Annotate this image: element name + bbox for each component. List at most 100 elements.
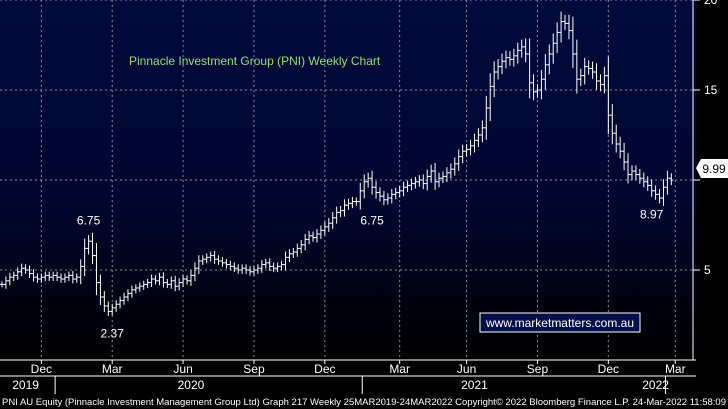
ohlc-bar <box>661 179 666 207</box>
ohlc-bar <box>232 262 237 273</box>
ohlc-bar <box>653 185 658 200</box>
ohlc-bar <box>586 60 591 75</box>
ohlc-bar <box>626 153 631 184</box>
ohlc-bar <box>98 274 103 305</box>
ohlc-bar <box>23 264 28 274</box>
ohlc-bar <box>665 170 670 195</box>
ohlc-bar <box>417 175 422 187</box>
ohlc-bar <box>185 275 190 285</box>
ohlc-bar <box>594 63 599 90</box>
ohlc-bar <box>598 74 603 92</box>
ohlc-bar <box>433 162 438 190</box>
ohlc-bar <box>401 181 406 197</box>
ohlc-bar <box>204 253 209 264</box>
ohlc-bar <box>500 53 505 75</box>
ohlc-bar <box>437 172 442 188</box>
ohlc-bar <box>377 187 382 202</box>
ohlc-bar <box>582 57 587 85</box>
ohlc-bar <box>51 271 56 282</box>
ohlc-bar <box>212 250 217 264</box>
ohlc-bar <box>381 190 386 206</box>
ohlc-bar <box>350 196 355 209</box>
ohlc-bar <box>610 104 615 145</box>
ohlc-bar <box>330 212 335 229</box>
ohlc-bar <box>539 69 544 100</box>
ohlc-bar <box>629 165 634 181</box>
ohlc-bar <box>633 165 638 181</box>
ohlc-bar <box>531 74 536 101</box>
ohlc-bar <box>133 284 138 294</box>
ohlc-bar <box>307 230 312 245</box>
ohlc-bar <box>566 14 571 40</box>
ohlc-bar <box>74 273 79 283</box>
ohlc-bar <box>47 271 52 281</box>
ohlc-bar <box>0 281 4 288</box>
ohlc-bar <box>496 59 501 80</box>
ohlc-bar <box>649 179 654 197</box>
ohlc-bar <box>563 14 568 31</box>
ohlc-bar <box>263 258 268 269</box>
ohlc-bar <box>338 206 343 217</box>
ohlc-bar <box>122 292 127 305</box>
ohlc-bar <box>393 187 398 200</box>
ohlc-bar <box>519 39 524 58</box>
year-label: 2021 <box>461 378 488 392</box>
y-tick-label: 15 <box>704 83 718 97</box>
ohlc-bar <box>318 225 323 239</box>
price-annotation: 2.37 <box>101 326 125 340</box>
ohlc-bar <box>86 235 91 255</box>
ohlc-bar <box>311 231 316 242</box>
x-tick-label: Mar <box>665 362 686 376</box>
footer-text: PNI AU Equity (Pinnacle Investment Manag… <box>2 397 726 407</box>
x-tick-label: Sep <box>527 362 549 376</box>
x-tick-label: Jun <box>457 362 476 376</box>
x-axis: Dec Mar Jun Sep Dec Mar Jun Sep Dec Mar 2019 2020 20… <box>0 359 696 394</box>
ohlc-bar <box>188 270 193 286</box>
ohlc-bar <box>295 243 300 257</box>
x-tick-label: Sep <box>243 362 265 376</box>
ohlc-bar <box>314 229 319 243</box>
ohlc-bar <box>523 38 528 63</box>
ohlc-bar <box>472 133 477 153</box>
ohlc-bar <box>220 257 225 267</box>
ohlc-bar <box>43 271 48 282</box>
ohlc-bar <box>216 255 221 265</box>
ohlc-bar <box>397 185 402 198</box>
ohlc-bar <box>535 83 540 98</box>
ohlc-bar <box>606 56 611 135</box>
ohlc-bar <box>622 142 627 171</box>
x-tick-label: Mar <box>389 362 410 376</box>
ohlc-bar <box>165 278 170 289</box>
ohlc-bar <box>192 262 197 282</box>
footer-bar <box>0 394 728 409</box>
ohlc-bar <box>31 269 36 282</box>
ohlc-bar <box>102 291 107 312</box>
ohlc-bar <box>413 176 418 189</box>
y-tick-label: 5 <box>704 263 711 277</box>
ohlc-bar <box>208 251 213 262</box>
ohlc-bar <box>200 255 205 265</box>
ohlc-bar <box>444 167 449 183</box>
ohlc-bar <box>299 239 304 254</box>
ohlc-bar <box>468 139 473 156</box>
ohlc-bar <box>224 258 229 269</box>
ohlc-bar <box>480 120 485 143</box>
ohlc-bar <box>55 271 60 281</box>
chart-title: Pinnacle Investment Group (PNI) Weekly C… <box>129 54 381 68</box>
ohlc-bar <box>590 61 595 79</box>
ohlc-bar <box>559 11 564 43</box>
ohlc-bar <box>637 168 642 184</box>
ohlc-bar <box>177 278 182 291</box>
price-annotation: 19.29 <box>570 0 600 2</box>
ohlc-bar <box>110 303 115 316</box>
ohlc-bar <box>362 174 367 199</box>
x-tick-label: Dec <box>598 362 619 376</box>
ohlc-bar <box>488 73 493 122</box>
ohlc-bar <box>669 173 674 186</box>
ohlc-bar <box>35 273 40 283</box>
ohlc-bar <box>255 264 260 274</box>
ohlc-bar <box>492 61 497 98</box>
price-annotation: 8.97 <box>640 208 664 222</box>
ohlc-bar <box>90 232 95 265</box>
ohlc-bar <box>547 44 552 75</box>
